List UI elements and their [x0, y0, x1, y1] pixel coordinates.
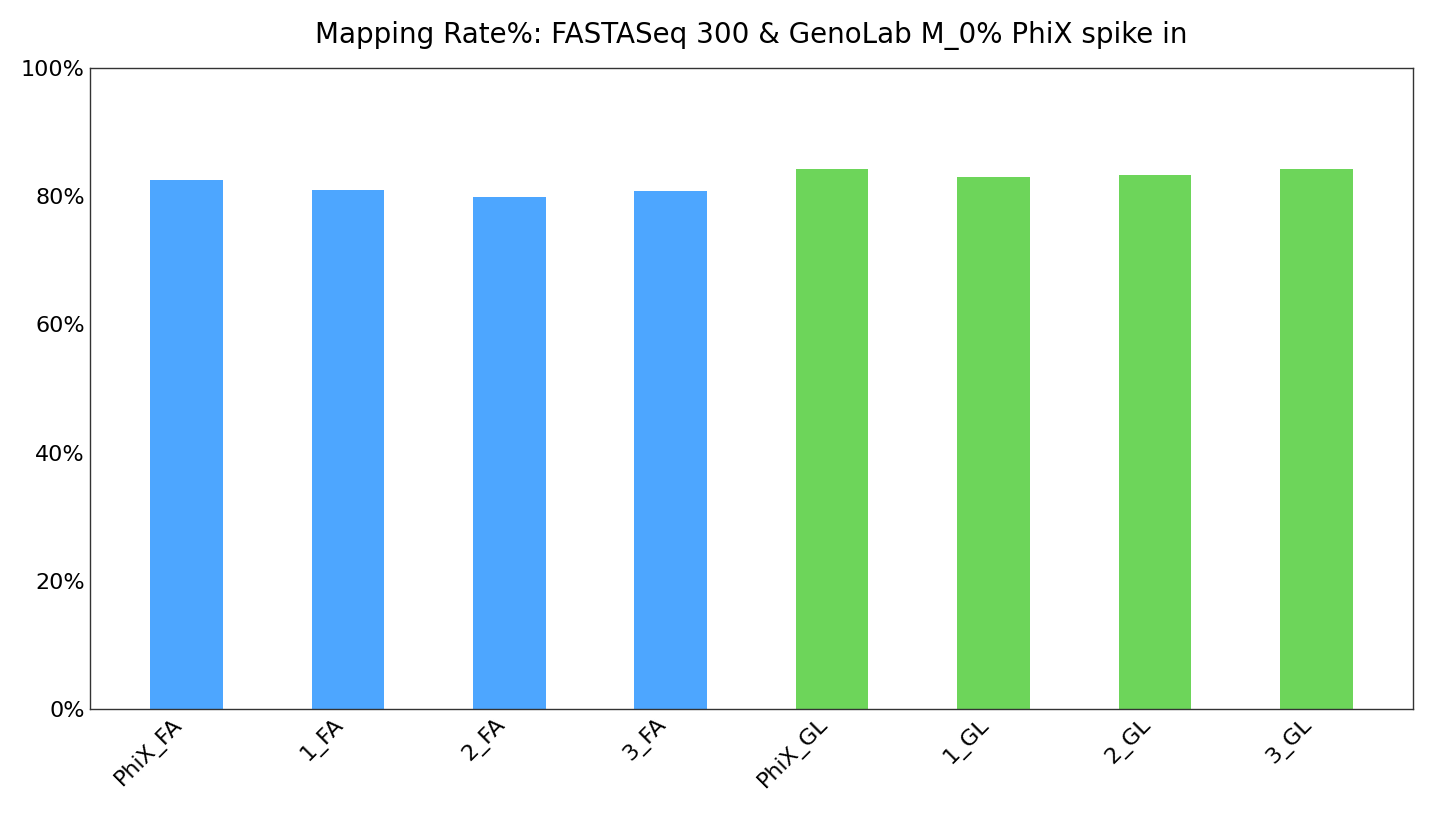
- Title: Mapping Rate%: FASTASeq 300 & GenoLab M_0% PhiX spike in: Mapping Rate%: FASTASeq 300 & GenoLab M_…: [315, 21, 1187, 50]
- Bar: [473, 198, 545, 709]
- Bar: [1119, 175, 1192, 709]
- Bar: [311, 189, 384, 709]
- Bar: [151, 180, 222, 709]
- Bar: [796, 169, 869, 709]
- Bar: [956, 177, 1030, 709]
- Bar: [634, 191, 707, 709]
- Bar: [1281, 169, 1352, 709]
